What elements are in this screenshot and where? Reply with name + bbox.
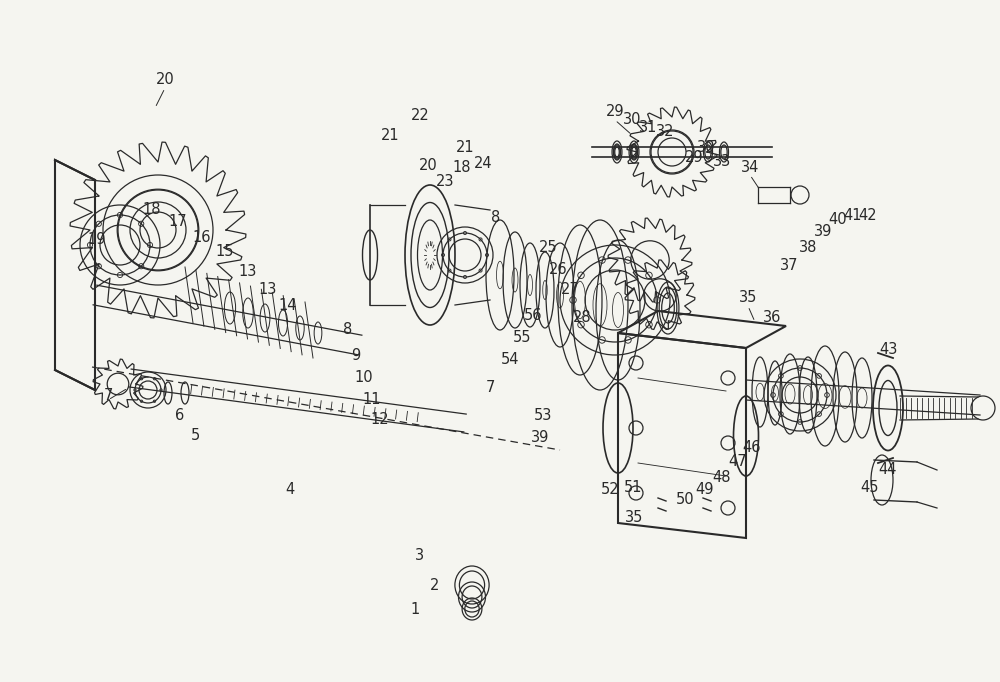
- Text: 1: 1: [410, 602, 420, 617]
- Text: 12: 12: [371, 413, 389, 428]
- Text: 29: 29: [606, 104, 624, 119]
- Text: 52: 52: [601, 482, 619, 497]
- Text: 39: 39: [814, 224, 832, 239]
- Text: 25: 25: [539, 241, 557, 256]
- Text: 40: 40: [829, 213, 847, 228]
- Text: 26: 26: [549, 263, 567, 278]
- Text: 8: 8: [491, 211, 501, 226]
- Text: 11: 11: [363, 393, 381, 408]
- Text: 19: 19: [88, 233, 106, 248]
- Text: 21: 21: [456, 140, 474, 155]
- Text: 7: 7: [485, 381, 495, 396]
- Text: 21: 21: [381, 128, 399, 143]
- Text: 23: 23: [436, 175, 454, 190]
- Text: 20: 20: [156, 72, 174, 87]
- Text: 18: 18: [453, 160, 471, 175]
- Text: 49: 49: [696, 482, 714, 497]
- Text: 36: 36: [763, 310, 781, 325]
- Text: 14: 14: [279, 297, 297, 312]
- Text: 10: 10: [355, 370, 373, 385]
- Text: 4: 4: [285, 482, 295, 497]
- Text: 53: 53: [534, 408, 552, 423]
- Text: 15: 15: [216, 245, 234, 259]
- Text: 30: 30: [697, 140, 715, 155]
- Text: 33: 33: [713, 155, 731, 170]
- Text: 38: 38: [799, 239, 817, 254]
- Text: 9: 9: [351, 348, 361, 363]
- Text: 24: 24: [474, 155, 492, 170]
- Text: 47: 47: [729, 454, 747, 469]
- Text: 48: 48: [713, 469, 731, 484]
- Text: 37: 37: [780, 258, 798, 273]
- Text: 29: 29: [685, 149, 703, 164]
- Text: 42: 42: [859, 207, 877, 222]
- Text: 35: 35: [739, 291, 757, 306]
- Text: 32: 32: [656, 125, 674, 140]
- Text: 44: 44: [879, 462, 897, 477]
- Text: 43: 43: [879, 342, 897, 357]
- Text: 28: 28: [573, 310, 591, 325]
- Text: 22: 22: [411, 108, 429, 123]
- Text: 51: 51: [624, 481, 642, 496]
- Text: 13: 13: [239, 265, 257, 280]
- Text: 31: 31: [639, 119, 657, 134]
- Text: 35: 35: [625, 511, 643, 526]
- Text: 16: 16: [193, 230, 211, 245]
- Text: 30: 30: [623, 113, 641, 128]
- Text: 5: 5: [190, 428, 200, 443]
- Text: 39: 39: [531, 430, 549, 445]
- Text: 3: 3: [415, 548, 425, 563]
- Text: 55: 55: [513, 331, 531, 346]
- Text: 41: 41: [844, 207, 862, 222]
- Text: 45: 45: [861, 481, 879, 496]
- Text: 8: 8: [343, 323, 353, 338]
- Text: 6: 6: [175, 408, 185, 423]
- Text: 18: 18: [143, 203, 161, 218]
- Text: 46: 46: [743, 441, 761, 456]
- Text: 2: 2: [430, 578, 440, 593]
- Text: 7: 7: [103, 387, 113, 402]
- Text: 50: 50: [676, 492, 694, 507]
- Text: 13: 13: [259, 282, 277, 297]
- Text: 17: 17: [169, 215, 187, 230]
- Text: 56: 56: [524, 308, 542, 323]
- Text: 34: 34: [741, 160, 759, 175]
- Text: 27: 27: [561, 282, 579, 297]
- Text: 54: 54: [501, 353, 519, 368]
- Text: 20: 20: [419, 158, 437, 173]
